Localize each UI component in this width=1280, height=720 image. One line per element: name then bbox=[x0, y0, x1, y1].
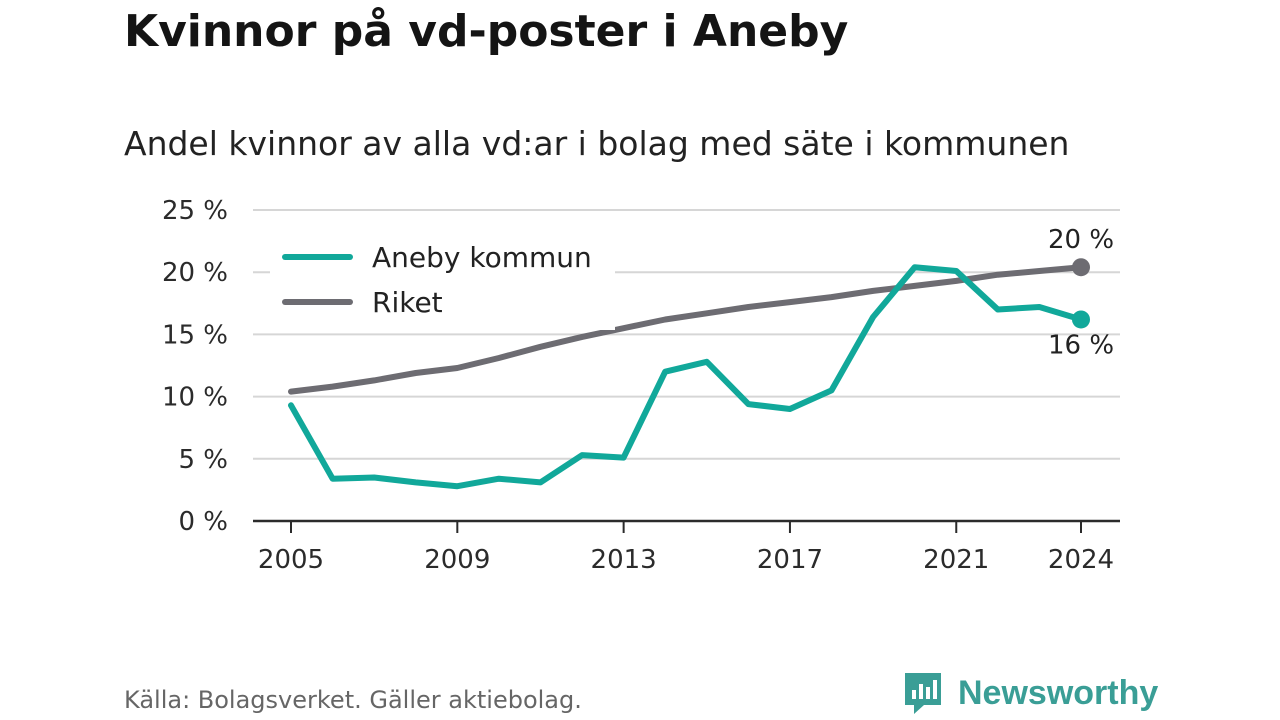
end-label-aneby: 16 % bbox=[1048, 330, 1114, 360]
end-point-aneby bbox=[1072, 310, 1090, 329]
legend-label-riket: Riket bbox=[372, 286, 443, 319]
y-tick-label: 10 % bbox=[162, 383, 228, 413]
end-point-riket bbox=[1072, 258, 1090, 277]
x-tick-label: 2013 bbox=[591, 545, 657, 575]
chart-title: Kvinnor på vd-poster i Aneby bbox=[124, 6, 849, 57]
x-tick-label: 2017 bbox=[757, 545, 823, 575]
legend-background bbox=[270, 230, 615, 330]
y-tick-label: 15 % bbox=[162, 320, 228, 350]
newsworthy-logo: Newsworthy bbox=[902, 670, 1158, 716]
x-tick-label: 2005 bbox=[258, 545, 324, 575]
x-tick-label: 2009 bbox=[424, 545, 490, 575]
series-line-riket bbox=[288, 264, 1084, 395]
end-label-riket: 20 % bbox=[1048, 225, 1114, 255]
series-line-aneby bbox=[288, 264, 1084, 490]
source-note: Källa: Bolagsverket. Gäller aktiebolag. bbox=[124, 686, 582, 714]
x-tick-label: 2021 bbox=[923, 545, 989, 575]
y-tick-label: 20 % bbox=[162, 258, 228, 288]
x-tick-label: 2024 bbox=[1048, 545, 1114, 575]
newsworthy-logo-icon bbox=[905, 673, 941, 714]
y-tick-label: 5 % bbox=[178, 445, 228, 475]
newsworthy-logo-text: Newsworthy bbox=[958, 673, 1159, 712]
y-tick-label: 25 % bbox=[162, 196, 228, 226]
y-tick-label: 0 % bbox=[178, 507, 228, 537]
legend-label-aneby: Aneby kommun bbox=[372, 241, 592, 274]
chart-subtitle: Andel kvinnor av alla vd:ar i bolag med … bbox=[124, 124, 1070, 163]
